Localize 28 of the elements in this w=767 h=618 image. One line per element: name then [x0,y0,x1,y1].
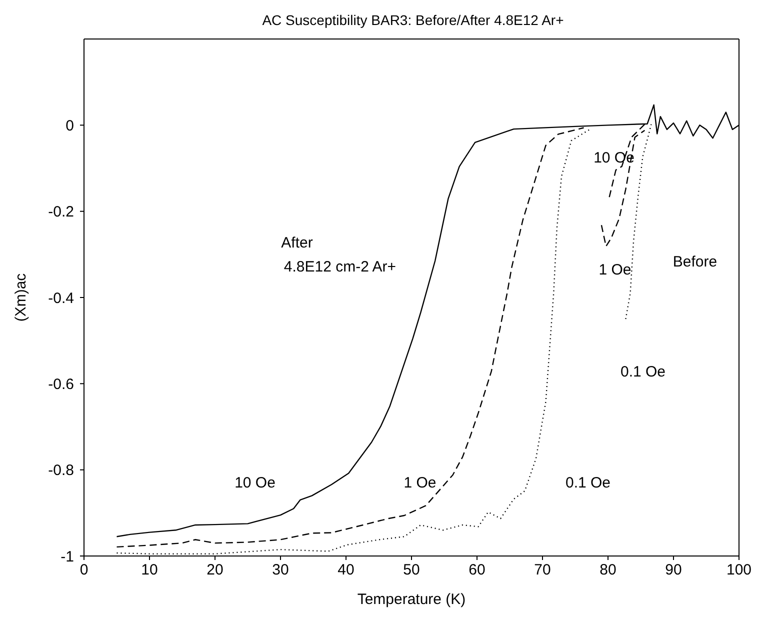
x-tick-label: 20 [206,562,224,579]
x-tick-label: 80 [600,562,616,579]
x-tick-label: 30 [272,562,289,579]
annotation: 1 Oe [598,262,632,278]
y-tick-label: -0.8 [48,462,74,480]
annotation: 0.1 Oe [565,474,611,492]
y-tick-label: -0.4 [48,290,74,307]
x-tick-label: 90 [665,562,682,579]
y-tick-label: -0.6 [48,376,74,393]
x-tick-label: 60 [468,562,486,579]
x-tick-label: 50 [403,562,420,579]
annotation: 1 Oe [404,474,436,492]
annotation: 0.1 Oe [620,364,666,380]
annotation: 4.8E12 cm-2 Ar+ [284,258,396,276]
y-tick-label: -1 [60,548,74,566]
y-tick-label: 0 [66,117,74,134]
x-tick-label: 70 [534,562,551,579]
y-tick-label: -0.2 [48,204,74,221]
x-tick-label: 0 [80,562,88,579]
x-tick-label: 100 [726,562,752,579]
annotation: 10 Oe [234,474,276,492]
x-tick-label: 10 [141,562,158,579]
y-axis-title: (Xm)ac [12,272,30,322]
annotation: After [281,234,313,252]
annotation: Before [672,254,718,270]
x-tick-label: 40 [338,562,354,579]
chart-title: AC Susceptibility BAR3: Before/After 4.8E12 Ar+ [261,11,565,30]
x-axis-title: Temperature (K) [357,591,466,608]
